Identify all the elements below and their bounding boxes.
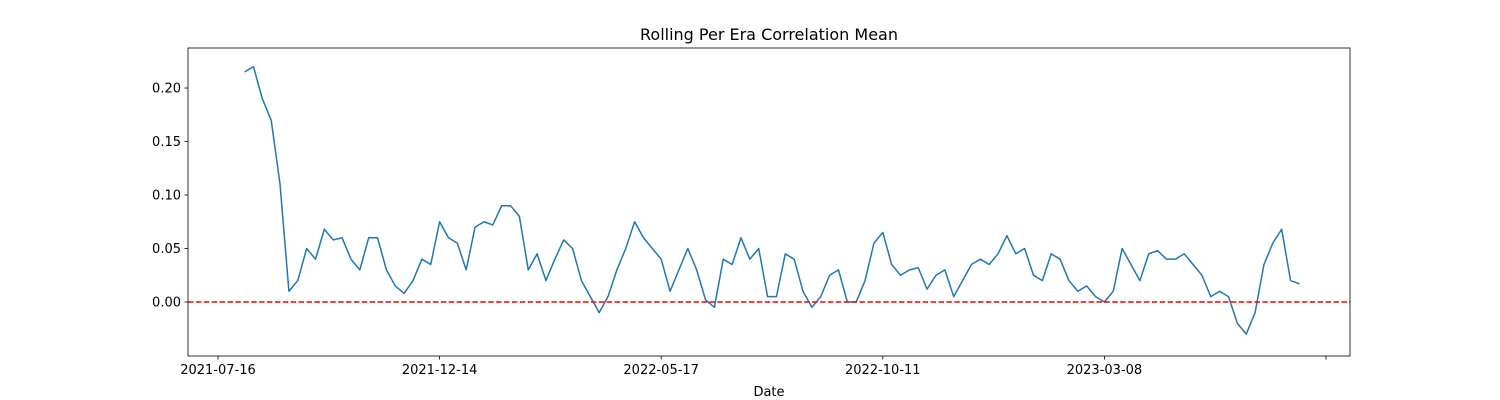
y-tick-label: 0.10 xyxy=(152,188,181,203)
y-tick-label: 0.00 xyxy=(152,295,181,310)
y-tick-label: 0.20 xyxy=(152,82,181,97)
x-tick-label: 2023-03-08 xyxy=(1067,363,1143,378)
x-axis-label: Date xyxy=(753,385,784,400)
x-tick-label: 2021-12-14 xyxy=(402,363,478,378)
data-line xyxy=(244,65,1300,335)
x-tick-label: 2021-07-16 xyxy=(180,363,256,378)
y-tick-label: 0.15 xyxy=(152,135,181,150)
y-tick-label: 0.05 xyxy=(152,242,181,257)
x-tick-label: 2022-05-17 xyxy=(623,363,699,378)
chart-title: Rolling Per Era Correlation Mean xyxy=(640,25,898,44)
plot-frame xyxy=(187,47,1351,357)
x-tick-label: 2022-10-11 xyxy=(845,363,921,378)
